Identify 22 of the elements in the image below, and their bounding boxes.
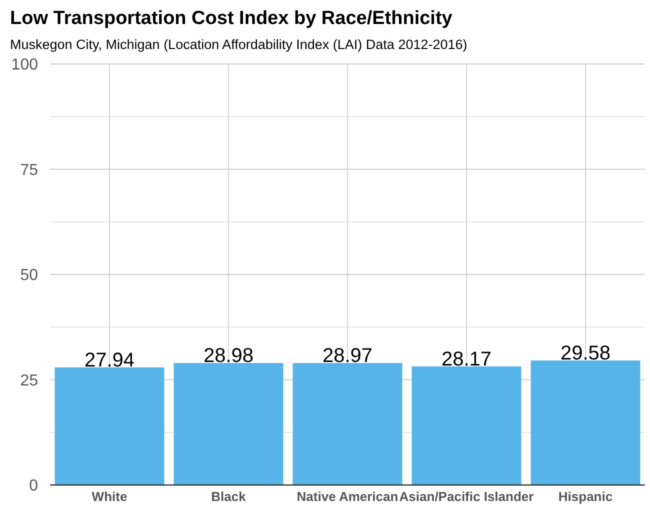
data-label: 27.94 (84, 349, 135, 372)
y-tick-label: 75 (20, 162, 38, 179)
data-label: 28.98 (203, 344, 254, 367)
y-tick-label: 0 (29, 478, 38, 495)
x-tick-label: Hispanic (558, 489, 613, 504)
x-tick-label: White (92, 489, 128, 504)
bar (292, 363, 402, 485)
chart-subtitle: Muskegon City, Michigan (Location Affordability Index (LAI) Data 2012-2016) (10, 37, 468, 52)
x-tick-label: Black (211, 489, 247, 504)
y-tick-label: 100 (11, 56, 38, 74)
bar (54, 367, 164, 485)
bar (174, 362, 284, 485)
x-tick-label: Native American (296, 489, 398, 504)
data-label: 29.58 (560, 342, 611, 364)
bar (530, 360, 640, 485)
data-label: 28.17 (441, 348, 492, 370)
y-tick-label: 25 (20, 372, 38, 390)
chart-title: Low Transportation Cost Index by Race/Ethnicity (10, 8, 453, 29)
bar (412, 366, 522, 485)
x-tick-label: Asian/Pacific Islander (399, 489, 534, 504)
y-tick-label: 50 (20, 267, 38, 284)
data-label: 28.97 (322, 345, 373, 368)
